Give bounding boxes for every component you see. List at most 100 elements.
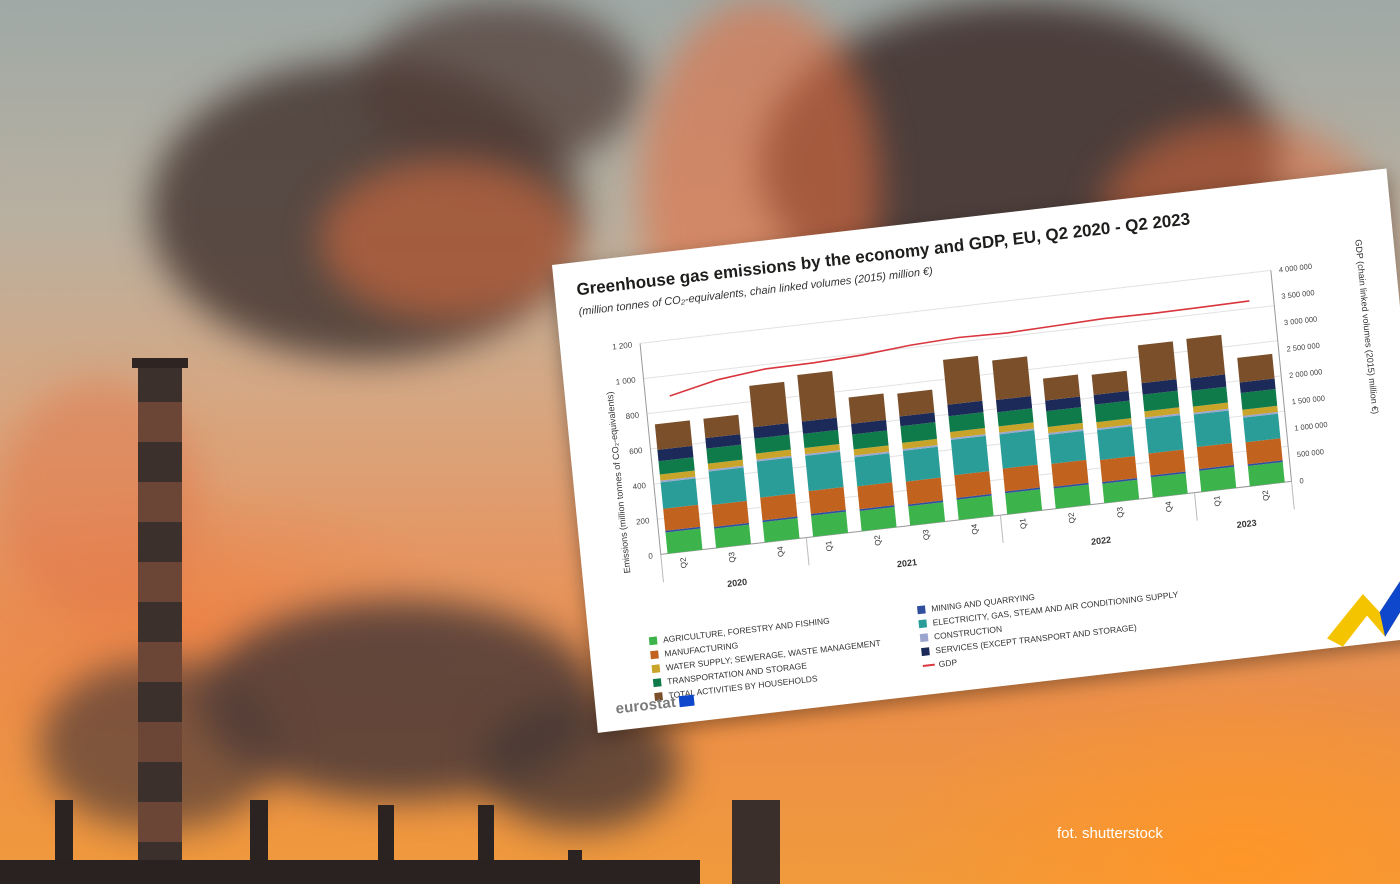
bar-segment-5 bbox=[853, 445, 890, 456]
smoke-cloud bbox=[320, 160, 580, 320]
bar-segment-5 bbox=[804, 443, 840, 455]
bar-segment-6 bbox=[900, 422, 937, 443]
x-tick-label: Q3 bbox=[921, 528, 931, 540]
bar-segment-7 bbox=[899, 412, 936, 427]
y2-tick-label: 1 500 000 bbox=[1291, 394, 1325, 407]
bar-segment-1 bbox=[1053, 482, 1089, 489]
chart-card: Greenhouse gas emissions by the economy … bbox=[552, 168, 1400, 733]
bar-segment-4 bbox=[660, 476, 696, 483]
bar-segment-8 bbox=[654, 420, 693, 450]
year-label: 2022 bbox=[1091, 535, 1112, 547]
bar-segment-0 bbox=[1102, 479, 1140, 504]
bar-segment-2 bbox=[808, 487, 846, 514]
y2-tick-label: 4 000 000 bbox=[1278, 262, 1312, 275]
bar-segment-1 bbox=[1247, 460, 1283, 467]
year-label: 2023 bbox=[1236, 518, 1257, 530]
year-separator bbox=[805, 537, 810, 566]
eurostat-swoosh-icon bbox=[1327, 552, 1400, 647]
y-axis-line bbox=[639, 343, 662, 555]
gridline bbox=[643, 305, 1275, 380]
legend-label: GDP bbox=[938, 657, 958, 670]
bar-segment-8 bbox=[1237, 353, 1275, 383]
bar-segment-0 bbox=[908, 502, 946, 526]
bar-segment-0 bbox=[714, 524, 752, 549]
legend-swatch bbox=[650, 650, 659, 660]
bar-segment-4 bbox=[805, 450, 841, 456]
bar-segment-2 bbox=[1002, 464, 1040, 492]
bar-segment-0 bbox=[859, 506, 897, 532]
year-separator bbox=[660, 554, 664, 583]
eurostat-wordmark: eurostat bbox=[614, 693, 677, 718]
bar-segment-8 bbox=[897, 389, 935, 417]
bar-segment-5 bbox=[1047, 422, 1084, 434]
bar-segment-6 bbox=[1046, 407, 1083, 427]
bar-segment-8 bbox=[992, 356, 1031, 401]
y2-tick-label: 3 000 000 bbox=[1284, 314, 1318, 327]
bar-segment-4 bbox=[902, 445, 938, 451]
bar-segment-8 bbox=[1042, 374, 1081, 401]
x-tick-label: Q1 bbox=[1212, 495, 1222, 507]
bar-segment-8 bbox=[1137, 341, 1177, 384]
bar-segment-1 bbox=[1199, 464, 1235, 471]
y-tick-label: 200 bbox=[636, 516, 651, 527]
bar-segment-0 bbox=[1199, 466, 1237, 492]
bar-segment-3 bbox=[950, 435, 990, 476]
legend-swatch bbox=[651, 664, 661, 674]
bar-segment-4 bbox=[1048, 429, 1084, 435]
y2-tick-label: 2 500 000 bbox=[1286, 341, 1320, 354]
bar-segment-1 bbox=[1150, 471, 1186, 478]
y2-tick-label: 0 bbox=[1299, 476, 1304, 485]
year-label: 2021 bbox=[897, 557, 918, 569]
year-separator bbox=[1291, 481, 1295, 510]
bar-segment-0 bbox=[1150, 473, 1188, 498]
chimney-right bbox=[732, 800, 780, 884]
bar-segment-8 bbox=[749, 381, 789, 428]
bar-segment-3 bbox=[1193, 410, 1232, 448]
bar-segment-1 bbox=[1102, 477, 1138, 484]
legend-line-swatch bbox=[922, 663, 935, 668]
y2-tick-label: 500 000 bbox=[1297, 447, 1325, 459]
bar-segment-4 bbox=[1193, 408, 1229, 415]
bar-segment-2 bbox=[711, 500, 749, 527]
year-separator bbox=[1193, 492, 1198, 521]
bar-segment-3 bbox=[756, 457, 796, 498]
bar-segment-4 bbox=[950, 434, 986, 440]
bar-segment-4 bbox=[854, 451, 890, 458]
bar-segment-2 bbox=[1196, 442, 1234, 470]
bar-segment-7 bbox=[801, 417, 838, 434]
bar-segment-0 bbox=[811, 511, 849, 537]
x-tick-label: Q4 bbox=[970, 523, 980, 535]
bar-segment-0 bbox=[1005, 489, 1043, 515]
bar-segment-7 bbox=[657, 445, 694, 462]
gridline bbox=[640, 269, 1271, 344]
bar-segment-3 bbox=[660, 478, 699, 509]
bar-segment-0 bbox=[1053, 484, 1091, 509]
gdp-line bbox=[669, 300, 1250, 397]
bar-segment-2 bbox=[1051, 459, 1089, 487]
bar-segment-8 bbox=[797, 370, 837, 422]
bar-segment-0 bbox=[956, 495, 994, 520]
chimney-top bbox=[132, 358, 188, 368]
bar-segment-6 bbox=[997, 408, 1034, 427]
x-tick-label: Q4 bbox=[1164, 500, 1174, 512]
legend-swatch bbox=[648, 636, 658, 646]
bar-segment-7 bbox=[995, 395, 1033, 413]
legend-swatch bbox=[916, 605, 926, 615]
bar-segment-7 bbox=[1045, 396, 1082, 412]
bar-segment-6 bbox=[1094, 400, 1132, 423]
bar-segment-0 bbox=[1247, 461, 1285, 487]
bar-segment-2 bbox=[663, 504, 701, 531]
bar-segment-2 bbox=[954, 471, 992, 498]
legend-swatch bbox=[652, 678, 662, 688]
bar-segment-7 bbox=[851, 419, 888, 435]
y2-tick-label: 1 000 000 bbox=[1294, 420, 1328, 433]
bar-segment-5 bbox=[707, 459, 744, 470]
bar-segment-8 bbox=[848, 393, 887, 424]
x-tick-label: Q1 bbox=[824, 540, 834, 552]
bar-segment-5 bbox=[1192, 402, 1229, 413]
legend-swatch bbox=[919, 633, 929, 643]
bar-segment-8 bbox=[703, 414, 741, 439]
bar-segment-3 bbox=[805, 451, 844, 492]
x-tick-label: Q3 bbox=[1115, 506, 1125, 518]
legend-swatch bbox=[918, 619, 928, 629]
